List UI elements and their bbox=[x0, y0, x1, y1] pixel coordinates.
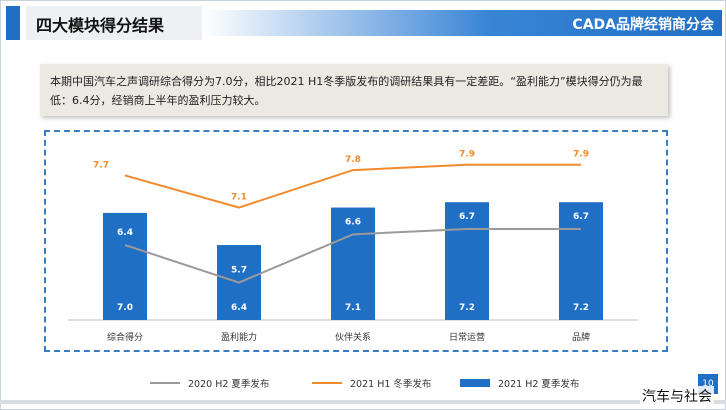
bar-2021-h2 bbox=[559, 202, 603, 320]
header-title-box bbox=[26, 6, 202, 40]
organization-name: CADA品牌经销商分会 bbox=[572, 17, 714, 33]
score-chart: 7.7 7.1 7.8 7.9 7.9 6.4 5.7 6.6 6.7 6.7 7.0 6.4 7.1 7… bbox=[68, 150, 638, 343]
legend-label: 2021 H2 夏季发布 bbox=[498, 379, 580, 390]
bar-2021-h2 bbox=[445, 202, 489, 320]
chart-container: 7.7 7.1 7.8 7.9 7.9 6.4 5.7 6.6 6.7 6.7 7.0 6.4 7.1 7… bbox=[44, 130, 668, 352]
legend-swatch-gray-line bbox=[150, 382, 180, 384]
chart-legend: 2020 H2 夏季发布 2021 H1 冬季发布 2021 H2 夏季发布 bbox=[150, 374, 630, 392]
summary-callout: 本期中国汽车之声调研综合得分为7.0分，相比2021 H1冬季版发布的调研结果具… bbox=[40, 64, 668, 116]
bar-2021-h2 bbox=[103, 212, 147, 320]
data-label-2021-h1: 7.7 bbox=[93, 160, 109, 170]
footer-band bbox=[0, 400, 726, 404]
data-label-2020-h2: 6.4 bbox=[117, 228, 133, 238]
data-label-2021-h2: 7.2 bbox=[459, 303, 475, 313]
line-2021-h1 bbox=[124, 163, 581, 209]
legend-label: 2021 H1 冬季发布 bbox=[350, 379, 432, 390]
x-tick-label: 伙伴关系 bbox=[335, 331, 371, 343]
data-label-2021-h1: 7.8 bbox=[345, 155, 361, 165]
legend-swatch-orange-line bbox=[312, 382, 342, 384]
data-label-2021-h1: 7.9 bbox=[459, 150, 475, 160]
data-label-2021-h2: 7.1 bbox=[345, 303, 361, 313]
header-accent-stripe bbox=[6, 6, 20, 40]
slide-title: 四大模块得分结果 bbox=[36, 16, 165, 35]
data-label-2021-h2: 7.0 bbox=[117, 303, 133, 313]
data-label-2020-h2: 5.7 bbox=[231, 266, 247, 276]
source-watermark: 汽车与社会 bbox=[640, 386, 714, 406]
data-label-2020-h2: 6.7 bbox=[573, 212, 589, 222]
header-band bbox=[202, 10, 722, 36]
legend-item-2021-h2: 2021 H2 夏季发布 bbox=[460, 374, 579, 392]
x-tick-label: 综合得分 bbox=[107, 331, 143, 343]
data-label-2021-h1: 7.1 bbox=[231, 193, 247, 203]
legend-item-2020-h2: 2020 H2 夏季发布 bbox=[150, 374, 269, 392]
slide-header: 四大模块得分结果 CADA品牌经销商分会 bbox=[0, 0, 726, 46]
legend-swatch-blue-bar bbox=[460, 379, 490, 387]
x-tick-label: 品牌 bbox=[572, 331, 590, 343]
legend-item-2021-h1: 2021 H1 冬季发布 bbox=[312, 374, 431, 392]
data-label-2021-h1: 7.9 bbox=[573, 150, 589, 160]
data-label-2020-h2: 6.6 bbox=[345, 217, 361, 227]
data-label-2020-h2: 6.7 bbox=[459, 212, 475, 222]
bar-2021-h2 bbox=[331, 207, 375, 320]
legend-label: 2020 H2 夏季发布 bbox=[188, 379, 270, 390]
x-tick-label: 盈利能力 bbox=[221, 331, 257, 343]
summary-text: 本期中国汽车之声调研综合得分为7.0分，相比2021 H1冬季版发布的调研结果具… bbox=[50, 75, 643, 107]
data-label-2021-h2: 6.4 bbox=[231, 303, 247, 313]
data-label-2021-h2: 7.2 bbox=[573, 303, 589, 313]
x-tick-label: 日常运营 bbox=[449, 331, 485, 343]
line-2020-h2 bbox=[124, 227, 581, 284]
